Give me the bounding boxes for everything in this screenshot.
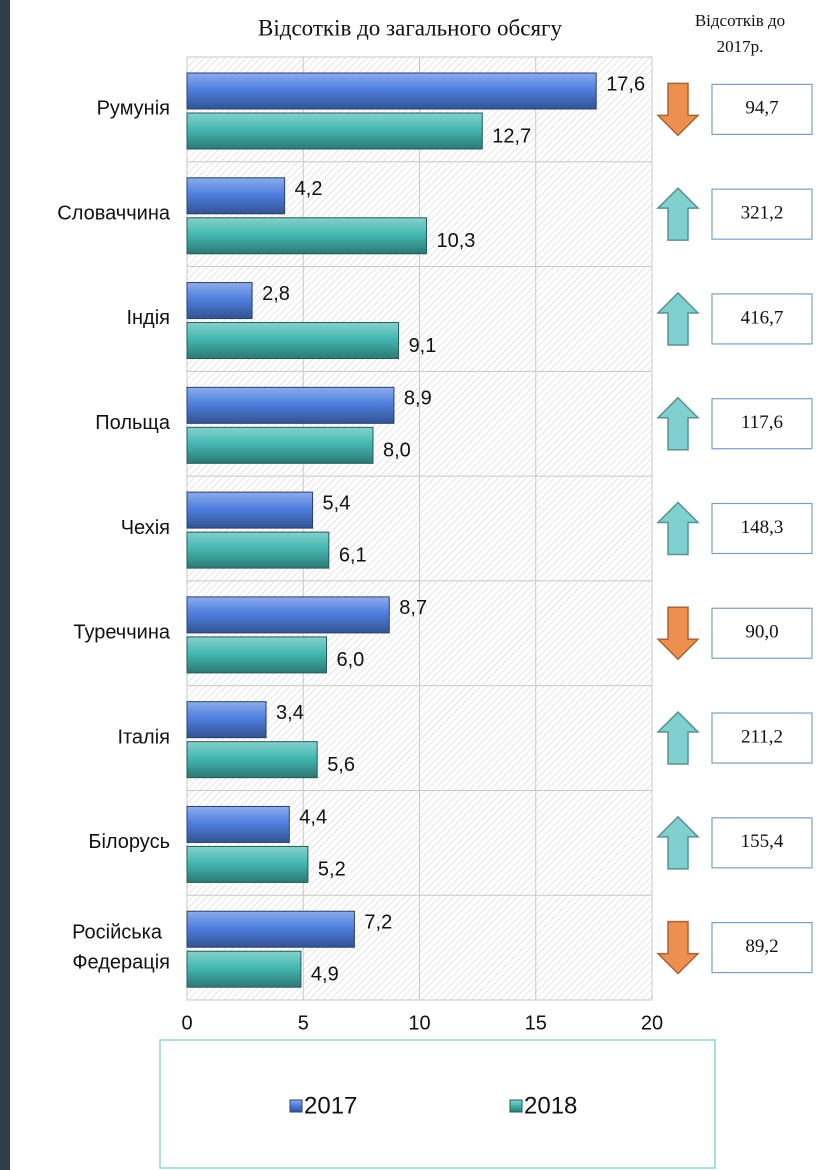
chart-title: Відсотків до загального обсягу (258, 15, 562, 40)
change-label: 89,2 (745, 936, 778, 957)
data-label: 17,6 (606, 73, 645, 95)
arrow-up (656, 396, 700, 451)
arrow-up (656, 291, 700, 346)
y-tick-label: Польща (95, 412, 171, 434)
bar (186, 322, 400, 360)
data-label: 4,4 (299, 807, 327, 829)
change-title: Відсотків до 2017р. (694, 11, 786, 56)
data-label: 4,2 (295, 178, 323, 200)
bar (186, 112, 483, 150)
data-label: 6,1 (339, 544, 367, 566)
data-label: 2,8 (262, 283, 290, 305)
data-label: 10,3 (436, 230, 475, 252)
bar (186, 950, 302, 988)
arrow-up (656, 501, 700, 556)
data-label: 12,7 (492, 125, 531, 147)
data-label: 3,4 (276, 702, 304, 724)
bar (186, 805, 290, 843)
bar (186, 177, 286, 215)
left-border (0, 0, 10, 1170)
data-label: 9,1 (409, 335, 437, 357)
change-box (711, 607, 813, 659)
change-box (711, 922, 813, 974)
arrow-up (656, 710, 700, 765)
data-label: 5,6 (327, 754, 355, 776)
y-tick-label: Індія (126, 307, 170, 329)
bar (186, 217, 427, 255)
arrow-down (656, 606, 700, 661)
data-label: 5,4 (323, 492, 351, 514)
arrow-up (656, 815, 700, 870)
bar (186, 845, 309, 883)
change-label: 155,4 (741, 831, 784, 852)
y-tick-label: Білорусь (88, 831, 170, 853)
change-label: 211,2 (741, 726, 783, 747)
x-tick-label: 15 (525, 1012, 547, 1034)
data-label: 6,0 (337, 649, 365, 671)
change-label: 321,2 (741, 203, 784, 224)
y-tick-label: Італія (117, 726, 170, 748)
bar (186, 282, 253, 320)
y-tick-label: Словаччина (57, 202, 171, 224)
bar (186, 426, 374, 464)
bar (186, 491, 314, 529)
data-label: 4,9 (311, 964, 339, 986)
y-tick-label: Румунія (97, 98, 170, 120)
bar (186, 531, 330, 569)
change-label: 148,3 (741, 517, 784, 538)
legend-swatch (509, 1099, 523, 1113)
x-tick-label: 5 (298, 1012, 309, 1034)
arrow-down (656, 920, 700, 975)
change-box (711, 398, 813, 450)
x-tick-label: 20 (641, 1012, 663, 1034)
bar (186, 636, 327, 674)
change-box (711, 83, 813, 135)
x-tick-label: 0 (181, 1012, 192, 1034)
change-label: 94,7 (745, 98, 778, 119)
change-label: 117,6 (741, 412, 783, 433)
bar (186, 910, 355, 948)
data-label: 7,2 (364, 912, 392, 934)
change-label: 416,7 (741, 307, 784, 328)
arrow-down (656, 82, 700, 137)
x-tick-label: 10 (408, 1012, 430, 1034)
change-box (711, 293, 813, 345)
data-label: 8,0 (383, 440, 411, 462)
change-box (711, 502, 813, 555)
data-label: 5,2 (318, 859, 346, 881)
y-tick-label: Туреччина (73, 622, 171, 644)
data-label: 8,7 (399, 597, 427, 619)
bar (186, 596, 390, 634)
arrow-up (656, 187, 700, 241)
bar (186, 386, 395, 424)
change-box (711, 188, 813, 240)
change-box (711, 712, 813, 764)
change-label: 90,0 (745, 622, 778, 643)
legend-swatch (289, 1099, 303, 1113)
legend-label: 2017 (304, 1092, 357, 1119)
legend-box (159, 1039, 716, 1169)
data-label: 8,9 (404, 388, 432, 410)
y-tick-label: Російська Федерація (72, 922, 170, 974)
bar (186, 72, 597, 110)
bar (186, 741, 318, 779)
legend-label: 2018 (524, 1092, 577, 1119)
bar (186, 701, 267, 739)
change-box (711, 817, 813, 869)
y-tick-label: Чехія (121, 517, 170, 539)
